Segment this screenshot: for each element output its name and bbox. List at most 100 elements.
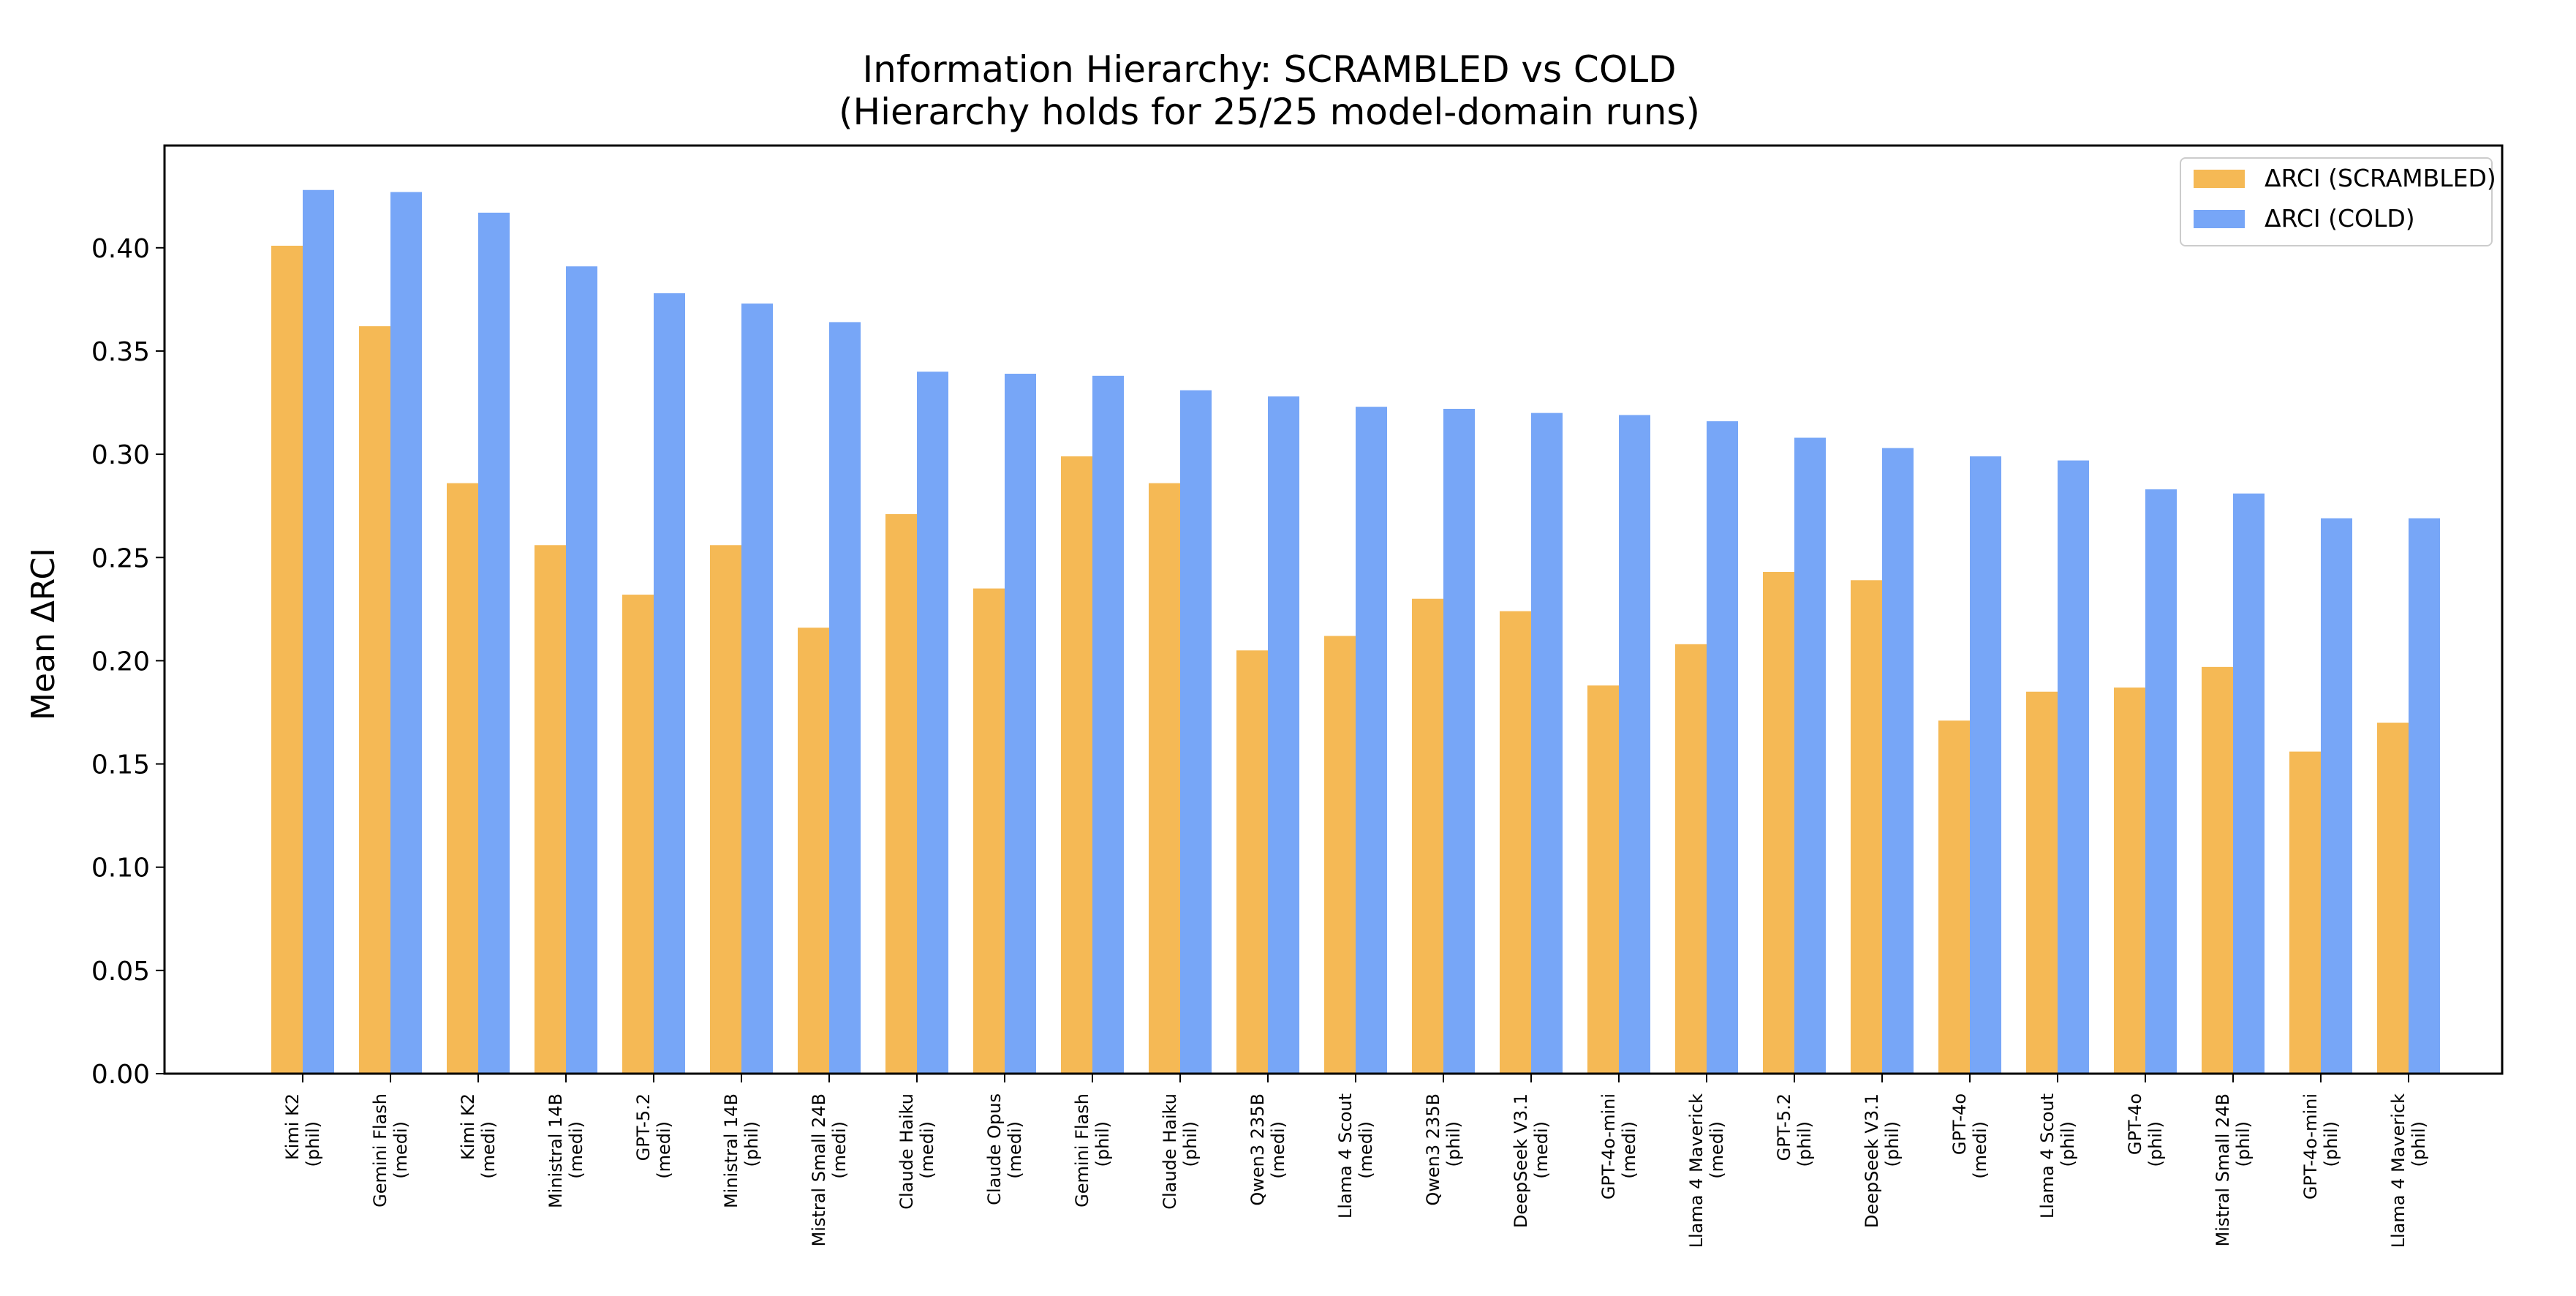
x-tick-label: Llama 4 Scout (medi) bbox=[1335, 1093, 1376, 1218]
y-tick-label: 0.15 bbox=[91, 750, 150, 780]
y-tick-label: 0.10 bbox=[91, 854, 150, 884]
bar-cold-10 bbox=[1180, 390, 1212, 1074]
x-tick-label-model: Mistral Small 24B bbox=[2213, 1093, 2233, 1246]
x-tick-label-domain: (medi) bbox=[1707, 1121, 1727, 1179]
bar-cold-9 bbox=[1092, 375, 1124, 1074]
legend: ΔRCI (SCRAMBLED) ΔRCI (COLD) bbox=[2180, 157, 2496, 246]
bar-cold-2 bbox=[478, 212, 510, 1074]
plot-frame bbox=[163, 144, 2504, 1075]
x-tick-label-model: Llama 4 Maverick bbox=[1686, 1093, 1707, 1248]
x-tick-label-model: GPT-4o-mini bbox=[1598, 1093, 1619, 1199]
bar-cold-12 bbox=[1356, 407, 1387, 1074]
x-tick-label-domain: (medi) bbox=[478, 1121, 499, 1179]
x-tick-label-model: DeepSeek V3.1 bbox=[1862, 1093, 1882, 1228]
legend-swatch bbox=[2194, 170, 2245, 188]
x-tick-label: Kimi K2 (phil) bbox=[282, 1093, 323, 1167]
x-tick-label: Qwen3 235B (phil) bbox=[1423, 1093, 1464, 1206]
bar-cold-11 bbox=[1268, 396, 1299, 1074]
x-tick-label: GPT-4o (phil) bbox=[2125, 1093, 2166, 1167]
y-tick-label: 0.40 bbox=[91, 234, 150, 264]
x-tick-label: Gemini Flash (phil) bbox=[1072, 1093, 1113, 1208]
bar-cold-18 bbox=[1882, 448, 1914, 1074]
x-tick-label: Llama 4 Scout (phil) bbox=[2037, 1093, 2078, 1218]
x-tick-label-model: DeepSeek V3.1 bbox=[1511, 1093, 1531, 1228]
x-tick-label-domain: (phil) bbox=[1180, 1121, 1201, 1167]
x-tick-label-model: Kimi K2 bbox=[282, 1093, 303, 1160]
bar-cold-23 bbox=[2321, 518, 2352, 1074]
bar-cold-5 bbox=[741, 304, 773, 1074]
x-tick-label-model: GPT-5.2 bbox=[1774, 1093, 1794, 1161]
bar-scrambled-1 bbox=[359, 326, 390, 1074]
bar-cold-1 bbox=[390, 192, 422, 1074]
x-tick-label-domain: (medi) bbox=[654, 1121, 674, 1179]
y-tick-label: 0.05 bbox=[91, 957, 150, 987]
x-tick-label: Ministral 14B (phil) bbox=[721, 1093, 762, 1208]
x-tick-label-model: GPT-4o bbox=[1949, 1093, 1970, 1155]
x-tick-label-model: Qwen3 235B bbox=[1247, 1093, 1268, 1206]
bar-scrambled-7 bbox=[885, 513, 917, 1074]
bar-scrambled-9 bbox=[1061, 456, 1092, 1074]
y-ticks-group: 0.00 0.05 0.10 0.15 0.20 0.25 0.30 0.35 0.40 bbox=[91, 234, 165, 1090]
x-tick-label-model: Gemini Flash bbox=[1072, 1093, 1092, 1208]
x-tick-label-domain: (phil) bbox=[1092, 1121, 1113, 1167]
x-tick-label-model: Gemini Flash bbox=[370, 1093, 390, 1208]
x-tick-label: Gemini Flash (medi) bbox=[370, 1093, 411, 1208]
x-tick-label: Kimi K2 (medi) bbox=[458, 1093, 499, 1179]
x-tick-label-domain: (medi) bbox=[1970, 1121, 1990, 1179]
bars-group bbox=[271, 189, 2440, 1074]
x-tick-label-domain: (medi) bbox=[390, 1121, 411, 1179]
x-tick-label-model: Kimi K2 bbox=[458, 1093, 478, 1160]
bar-scrambled-22 bbox=[2202, 666, 2233, 1074]
x-tick-label: Claude Haiku (phil) bbox=[1160, 1093, 1201, 1210]
x-tick-label-domain: (phil) bbox=[2145, 1121, 2166, 1167]
x-tick-label-domain: (medi) bbox=[917, 1121, 937, 1179]
bar-scrambled-20 bbox=[2026, 691, 2058, 1074]
x-tick-label-model: Qwen3 235B bbox=[1423, 1093, 1443, 1206]
chart-subtitle: (Hierarchy holds for 25/25 model-domain … bbox=[839, 91, 1700, 133]
bar-cold-20 bbox=[2058, 460, 2089, 1074]
bar-cold-22 bbox=[2233, 493, 2265, 1074]
x-tick-label-domain: (phil) bbox=[2409, 1121, 2429, 1167]
bar-scrambled-17 bbox=[1763, 572, 1794, 1074]
bar-scrambled-10 bbox=[1149, 483, 1180, 1074]
bar-cold-4 bbox=[654, 293, 685, 1074]
x-tick-label: Mistral Small 24B (phil) bbox=[2213, 1093, 2254, 1246]
bar-scrambled-0 bbox=[271, 245, 303, 1074]
bar-cold-19 bbox=[1970, 456, 2001, 1074]
x-tick-label-model: Ministral 14B bbox=[721, 1093, 741, 1208]
x-tick-label-domain: (phil) bbox=[1882, 1121, 1903, 1167]
bar-scrambled-15 bbox=[1587, 685, 1619, 1074]
bar-scrambled-16 bbox=[1675, 644, 1707, 1074]
bar-scrambled-5 bbox=[710, 545, 741, 1074]
x-tick-label-model: GPT-5.2 bbox=[633, 1093, 654, 1161]
x-tick-label-model: Claude Haiku bbox=[1160, 1093, 1180, 1210]
bar-scrambled-13 bbox=[1412, 598, 1443, 1074]
x-tick-label-domain: (phil) bbox=[2321, 1121, 2341, 1167]
x-tick-label-domain: (phil) bbox=[741, 1121, 762, 1167]
y-axis-label: Mean ΔRCI bbox=[25, 548, 62, 720]
bar-cold-8 bbox=[1005, 374, 1036, 1074]
bar-cold-17 bbox=[1794, 437, 1826, 1074]
bar-scrambled-3 bbox=[535, 545, 566, 1074]
chart-title: Information Hierarchy: SCRAMBLED vs COLD bbox=[862, 48, 1676, 91]
y-tick-label: 0.30 bbox=[91, 440, 150, 470]
x-tick-label-model: Llama 4 Scout bbox=[1335, 1093, 1356, 1218]
bar-scrambled-18 bbox=[1851, 580, 1882, 1074]
x-tick-label: Claude Haiku (medi) bbox=[896, 1093, 937, 1210]
bar-cold-0 bbox=[303, 189, 334, 1074]
bar-scrambled-23 bbox=[2289, 751, 2321, 1074]
x-tick-label-model: Claude Opus bbox=[984, 1093, 1005, 1205]
bar-cold-6 bbox=[829, 322, 861, 1074]
x-tick-label: Mistral Small 24B (medi) bbox=[809, 1093, 850, 1246]
x-tick-label-domain: (medi) bbox=[829, 1121, 850, 1179]
legend-label: ΔRCI (COLD) bbox=[2265, 204, 2415, 233]
x-tick-label-model: GPT-4o-mini bbox=[2300, 1093, 2321, 1199]
bar-scrambled-21 bbox=[2114, 687, 2145, 1074]
x-tick-label: Llama 4 Maverick (phil) bbox=[2388, 1093, 2429, 1248]
y-tick-label: 0.00 bbox=[91, 1060, 150, 1090]
bar-cold-3 bbox=[566, 266, 597, 1074]
x-tick-label-domain: (medi) bbox=[1268, 1121, 1288, 1179]
legend-swatch bbox=[2194, 210, 2245, 228]
bar-scrambled-8 bbox=[973, 588, 1005, 1074]
